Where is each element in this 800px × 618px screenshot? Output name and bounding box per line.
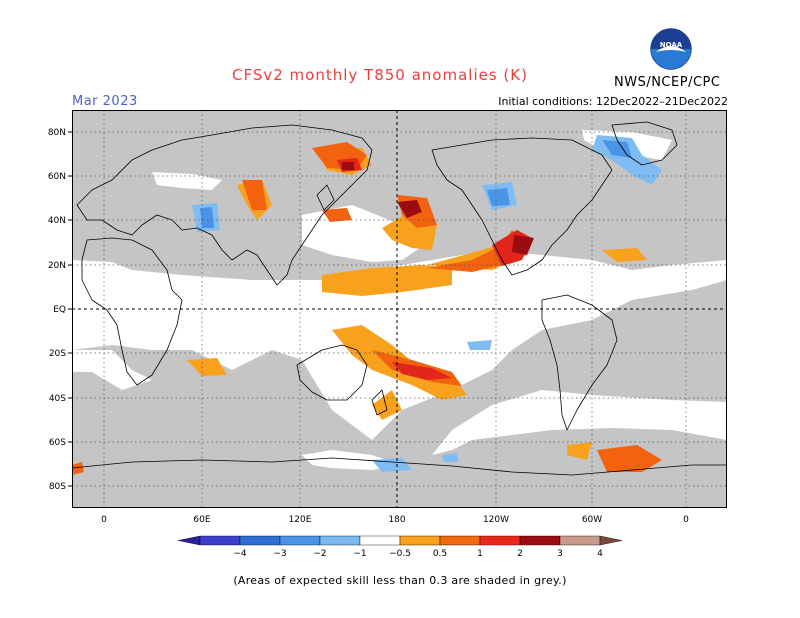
colorbar-arrow-right	[599, 535, 623, 546]
lat-label: 60N	[48, 172, 66, 182]
colorbar-label: −4	[233, 549, 247, 559]
colorbar-swatch	[479, 535, 521, 546]
lat-label: 80S	[49, 482, 66, 492]
lat-label: 60S	[49, 438, 66, 448]
colorbar-swatch	[199, 535, 241, 546]
lon-label: 120E	[289, 515, 312, 525]
initial-conditions: Initial conditions: 12Dec2022–21Dec2022	[498, 95, 728, 108]
lon-label: 60W	[582, 515, 602, 525]
colorbar-label: 1	[477, 549, 483, 559]
noaa-logo: NOAA	[650, 28, 692, 70]
japan-coast	[316, 184, 335, 211]
lat-label: 20N	[48, 261, 66, 271]
lat-label: 20S	[49, 349, 66, 359]
lat-label: 80N	[48, 128, 66, 138]
colorbar-label: −2	[313, 549, 326, 559]
colorbar-swatch	[519, 535, 561, 546]
new-zealand-coast	[371, 389, 388, 416]
lat-label: 40N	[48, 216, 66, 226]
australia-coast	[296, 344, 368, 401]
forecast-month: Mar 2023	[72, 94, 138, 109]
anomaly-map	[72, 110, 727, 508]
north-america-coast	[431, 137, 613, 276]
agency-label: NWS/NCEP/CPC	[614, 75, 721, 90]
antarctica-coast	[72, 457, 727, 476]
colorbar-label: 0.5	[433, 549, 447, 559]
map-title: CFSv2 monthly T850 anomalies (K)	[232, 66, 528, 84]
colorbar-swatch	[279, 535, 321, 546]
colorbar-label: 4	[597, 549, 603, 559]
lon-label: 180	[388, 515, 405, 525]
map-frame	[72, 110, 727, 508]
latitude-axis: 80N 60N 40N 20N EQ 20S 40S 60S 80S	[48, 128, 72, 492]
colorbar-label: −3	[273, 549, 286, 559]
lon-label: 0	[101, 515, 107, 525]
logo-text: NOAA	[660, 41, 683, 49]
south-america-coast	[541, 294, 618, 431]
colorbar-swatch	[239, 535, 281, 546]
africa-coast	[81, 237, 183, 386]
colorbar-swatch	[439, 535, 481, 546]
lat-label: EQ	[53, 305, 66, 315]
colorbar-label: −1	[353, 549, 366, 559]
negative-anomaly-1	[200, 140, 632, 228]
coastlines	[72, 121, 727, 476]
colorbar: −4 −3 −2 −1 −0.5 0.5 1 2 3 4	[177, 535, 623, 559]
colorbar-swatch	[559, 535, 601, 546]
lat-label: 40S	[49, 394, 66, 404]
eurasia-coast	[76, 124, 373, 286]
colorbar-swatch	[399, 535, 441, 546]
colorbar-label: −0.5	[389, 549, 411, 559]
positive-anomaly-3	[342, 162, 534, 255]
colorbar-arrow-left	[177, 535, 201, 546]
lon-label: 60E	[193, 515, 210, 525]
skill-note: (Areas of expected skill less than 0.3 a…	[233, 574, 567, 587]
lon-label: 120W	[483, 515, 509, 525]
colorbar-label: 3	[557, 549, 563, 559]
colorbar-label: 2	[517, 549, 523, 559]
colorbar-swatch	[319, 535, 361, 546]
longitude-axis: 0 60E 120E 180 120W 60W 0	[101, 515, 689, 525]
lon-label: 0	[683, 515, 689, 525]
greenland-coast	[611, 121, 678, 166]
colorbar-swatch	[359, 535, 401, 546]
